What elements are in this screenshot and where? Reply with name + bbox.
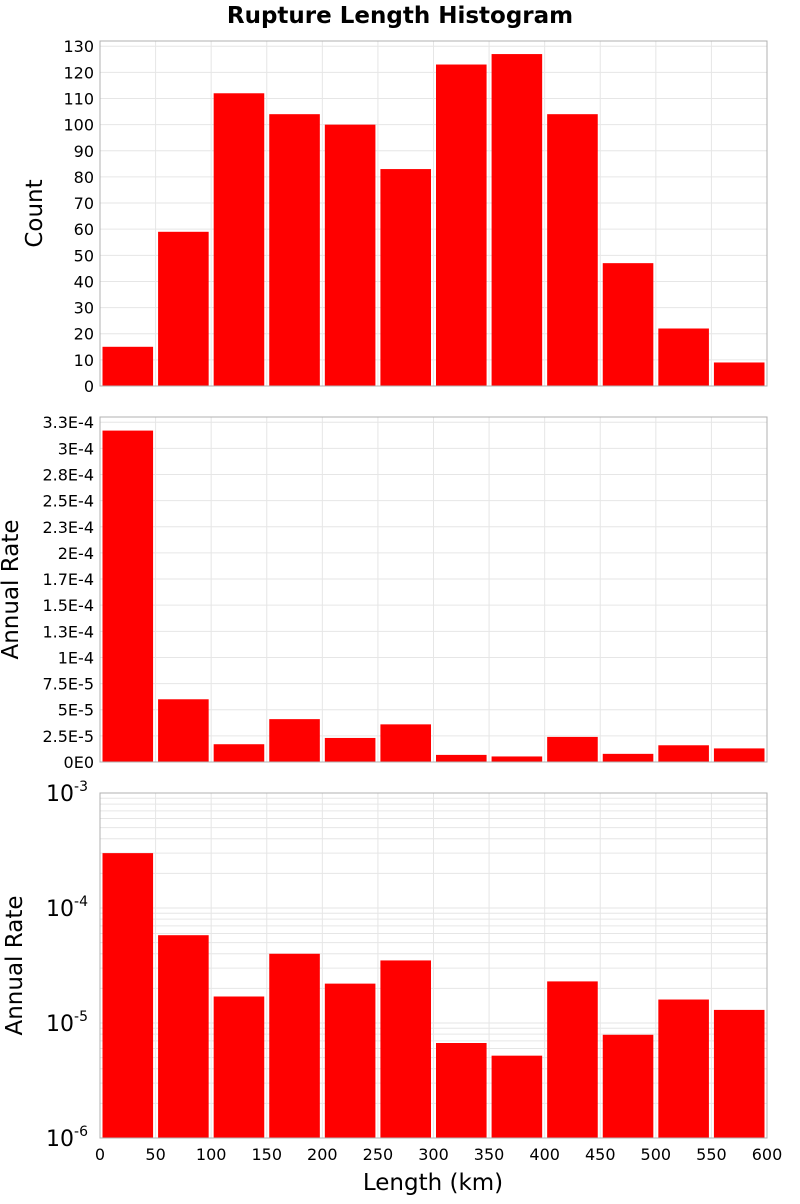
panel-3: 10-3 10-4 10-5 10-6 Annual Rate 0 50 100 150 200 2… xyxy=(2,779,782,1164)
y-tick-label: 60 xyxy=(74,220,94,239)
y-tick-label: 10-6 xyxy=(46,1124,88,1152)
y-tick-label: 2.8E-4 xyxy=(42,466,94,485)
y-tick-label: 2E-4 xyxy=(58,544,94,563)
y-tick-label: 10-3 xyxy=(46,779,88,807)
histogram-bar xyxy=(324,983,376,1138)
histogram-bar xyxy=(491,1055,543,1138)
histogram-bar xyxy=(547,736,598,762)
histogram-bar xyxy=(491,756,543,762)
y-tick-label: 90 xyxy=(74,142,94,161)
histogram-bar xyxy=(658,999,709,1138)
histogram-bar xyxy=(213,744,265,762)
y-tick-label: 100 xyxy=(63,116,94,135)
histogram-bar xyxy=(158,935,209,1138)
histogram-bar xyxy=(213,996,265,1138)
x-tick-label: 600 xyxy=(752,1145,783,1164)
x-tick-label: 0 xyxy=(95,1145,105,1164)
y-axis-label: Annual Rate xyxy=(0,520,24,660)
y-tick-label: 110 xyxy=(63,90,94,109)
x-tick-label: 100 xyxy=(196,1145,227,1164)
y-tick-label: 10-4 xyxy=(46,894,88,922)
histogram-bar xyxy=(713,362,765,386)
histogram-bar xyxy=(436,64,487,386)
x-tick-label: 250 xyxy=(363,1145,394,1164)
x-tick-label: 550 xyxy=(696,1145,727,1164)
histogram-bar xyxy=(658,328,709,386)
histogram-bar xyxy=(436,1043,487,1138)
y-tick-label: 10 xyxy=(74,351,94,370)
x-tick-label: 300 xyxy=(418,1145,449,1164)
histogram-bar xyxy=(713,1009,765,1138)
y-axis-label: Annual Rate xyxy=(2,896,28,1036)
x-tick-label: 400 xyxy=(529,1145,560,1164)
histogram-bar xyxy=(547,981,598,1138)
histogram-bar xyxy=(602,263,654,386)
histogram-bar xyxy=(158,231,209,386)
y-tick-label: 130 xyxy=(63,37,94,56)
plot-frame xyxy=(99,792,768,1139)
y-tick-label: 2.5E-4 xyxy=(42,492,94,511)
y-tick-label: 30 xyxy=(74,299,94,318)
plot-frame xyxy=(99,416,768,763)
x-tick-label: 150 xyxy=(251,1145,282,1164)
y-tick-label: 80 xyxy=(74,168,94,187)
y-tick-label: 20 xyxy=(74,325,94,344)
histogram-bar xyxy=(380,960,431,1138)
histogram-bar xyxy=(324,737,376,762)
x-axis-label: Length (km) xyxy=(363,1170,503,1196)
histogram-bar xyxy=(491,54,543,387)
panel-1: 0 10 20 30 40 50 60 70 80 90 100 110 120 130 Count xyxy=(22,37,768,396)
y-tick-label: 40 xyxy=(74,272,94,291)
x-tick-label: 450 xyxy=(585,1145,616,1164)
y-tick-label: 1.3E-4 xyxy=(42,622,94,641)
histogram-bar xyxy=(713,748,765,762)
histogram-bar xyxy=(602,753,654,762)
y-tick-label: 0 xyxy=(84,377,94,396)
histogram-bar xyxy=(380,169,431,386)
y-tick-label: 1.7E-4 xyxy=(42,570,94,589)
histogram-bar xyxy=(547,114,598,386)
chart-title: Rupture Length Histogram xyxy=(227,3,573,29)
x-tick-label: 500 xyxy=(641,1145,672,1164)
histogram-bar xyxy=(269,953,320,1138)
y-tick-label: 1E-4 xyxy=(58,648,94,667)
y-tick-label: 70 xyxy=(74,194,94,213)
histogram-bar xyxy=(213,93,265,386)
y-tick-label: 10-5 xyxy=(46,1009,88,1037)
y-tick-label: 1.5E-4 xyxy=(42,596,94,615)
histogram-bar xyxy=(158,699,209,762)
histogram-bar xyxy=(102,430,154,762)
y-tick-label: 120 xyxy=(63,63,94,82)
y-tick-label: 5E-5 xyxy=(58,701,94,720)
histogram-bar xyxy=(436,754,487,762)
plot-frame xyxy=(99,40,768,387)
histogram-bar xyxy=(380,724,431,762)
y-tick-label: 3.3E-4 xyxy=(42,413,94,432)
x-tick-label: 50 xyxy=(145,1145,165,1164)
y-tick-label: 0E0 xyxy=(64,753,94,772)
y-tick-label: 2.3E-4 xyxy=(42,518,94,537)
y-axis-label: Count xyxy=(22,179,48,247)
y-tick-label: 2.5E-5 xyxy=(42,727,94,746)
histogram-bar xyxy=(102,853,154,1138)
x-tick-label: 350 xyxy=(474,1145,505,1164)
histogram-bar xyxy=(658,745,709,762)
x-tick-label: 200 xyxy=(307,1145,338,1164)
histogram-bar xyxy=(102,346,154,386)
panel-2: 0E0 2.5E-5 5E-5 7.5E-5 1E-4 1.3E-4 1.5E-4 1.7E-… xyxy=(0,413,768,772)
histogram-bar xyxy=(269,114,320,386)
histogram-bar xyxy=(269,719,320,762)
histogram-bar xyxy=(324,124,376,387)
y-tick-label: 7.5E-5 xyxy=(42,675,94,694)
histogram-bar xyxy=(602,1034,654,1138)
y-tick-label: 3E-4 xyxy=(58,439,94,458)
y-tick-label: 50 xyxy=(74,246,94,265)
